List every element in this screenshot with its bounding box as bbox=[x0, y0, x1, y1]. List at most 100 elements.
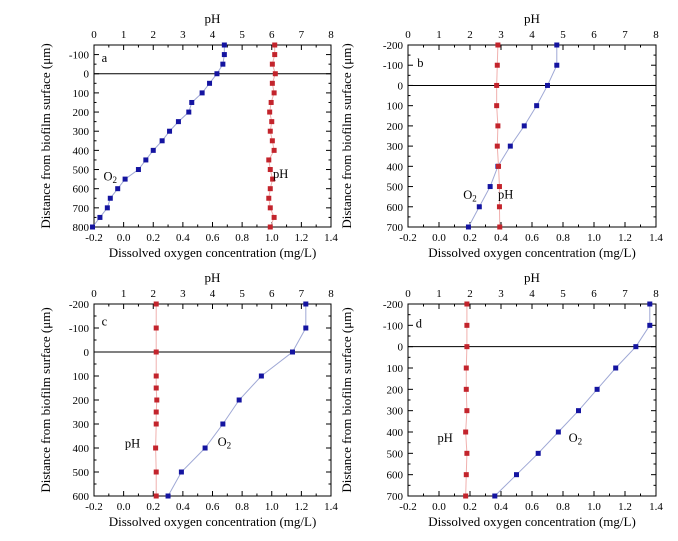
y-axis-title: Distance from biofilm surface (μm) bbox=[339, 307, 354, 492]
series-marker bbox=[267, 109, 273, 115]
y-axis-tick-label: -200 bbox=[383, 299, 404, 311]
series-marker bbox=[463, 386, 469, 392]
ph-series bbox=[266, 42, 278, 230]
y-axis-tick-label: 200 bbox=[73, 107, 90, 119]
o2-axis-tick-label: -0.2 bbox=[85, 501, 102, 513]
panel-d-chart: 0 1 2 3 4 5 6 7 8 -0.2 0.0 0.2 0.4 0.6 0.8 1.0 1.2 1.4 -20… bbox=[339, 270, 663, 529]
o2-axis-tick-label: 0.0 bbox=[117, 232, 131, 244]
o2-axis-title: Dissolved oxygen concentration (mg/L) bbox=[428, 514, 636, 529]
o2-axis-tick-label: 1.0 bbox=[587, 232, 601, 244]
o2-axis-tick-label: 1.2 bbox=[295, 232, 309, 244]
o2-series bbox=[90, 42, 227, 230]
ph-axis-tick-label: 0 bbox=[405, 288, 411, 300]
series-marker bbox=[214, 71, 220, 77]
series-marker bbox=[189, 99, 195, 105]
series-marker bbox=[266, 195, 272, 201]
plot-box bbox=[93, 44, 332, 228]
y-axis-tick-label: 500 bbox=[73, 467, 90, 479]
y-axis-tick-label: 0 bbox=[84, 69, 90, 81]
y-axis-tick-label: 300 bbox=[73, 419, 90, 431]
o2-axis-tick-label: -0.2 bbox=[399, 232, 416, 244]
y-axis-tick-label: -100 bbox=[383, 60, 404, 72]
ph-axis-title: pH bbox=[524, 270, 540, 285]
series-marker bbox=[135, 167, 141, 173]
series-marker bbox=[594, 386, 600, 392]
series-marker bbox=[303, 325, 309, 331]
ph-axis-tick-label: 1 bbox=[436, 288, 442, 300]
o2-axis-tick-label: -0.2 bbox=[399, 501, 416, 513]
series-line bbox=[496, 44, 501, 228]
plot-box bbox=[407, 44, 657, 228]
ph-series-label: pH bbox=[498, 187, 513, 201]
series-marker bbox=[545, 82, 550, 88]
axis-ticks bbox=[407, 44, 657, 228]
o2-axis-tick-label: 0.4 bbox=[176, 501, 190, 513]
ph-axis-tick-label: 5 bbox=[560, 288, 566, 300]
ph-axis-title: pH bbox=[205, 11, 221, 26]
y-axis-tick-label: 500 bbox=[387, 182, 404, 194]
series-marker bbox=[463, 493, 469, 499]
series-marker bbox=[494, 143, 500, 149]
o2-axis-tick-label: 0.8 bbox=[235, 232, 249, 244]
y-axis-tick-label: 800 bbox=[73, 222, 90, 234]
o2-axis-tick-label: 0.8 bbox=[235, 501, 249, 513]
ph-axis-tick-label: 2 bbox=[151, 288, 157, 300]
ph-axis-tick-label: 5 bbox=[239, 29, 245, 41]
panel-a-chart: 0 1 2 3 4 5 6 7 8 -0.2 0.0 0.2 0.4 0.6 0.8 1.0 1.2 1.4 -10… bbox=[38, 11, 338, 260]
ph-series-label: pH bbox=[125, 437, 140, 451]
y-axis-tick-label: 500 bbox=[73, 165, 90, 177]
series-marker bbox=[97, 214, 103, 220]
series-marker bbox=[186, 109, 192, 115]
series-marker bbox=[143, 157, 149, 163]
o2-axis-tick-label: 1.0 bbox=[265, 232, 279, 244]
o2-axis-tick-label: 1.2 bbox=[618, 501, 632, 513]
y-axis-tick-label: 100 bbox=[73, 371, 90, 383]
series-marker bbox=[178, 469, 184, 475]
series-marker bbox=[555, 429, 561, 435]
y-axis-tick-label: 0 bbox=[398, 80, 404, 92]
series-marker bbox=[202, 445, 208, 451]
series-marker bbox=[514, 472, 519, 478]
ph-axis-tick-label: 4 bbox=[210, 288, 216, 300]
series-marker bbox=[497, 224, 503, 230]
series-line bbox=[468, 45, 558, 228]
series-marker bbox=[494, 62, 500, 68]
y-axis-tick-label: -100 bbox=[69, 323, 90, 335]
series-marker bbox=[647, 322, 653, 328]
series-marker bbox=[115, 186, 121, 192]
o2-axis-tick-label: 0.6 bbox=[206, 501, 220, 513]
y-axis-tick-label: -200 bbox=[69, 299, 90, 311]
panel-c-chart: 0 1 2 3 4 5 6 7 8 -0.2 0.0 0.2 0.4 0.6 0.8 1.0 1.2 1.4 -20… bbox=[38, 270, 339, 529]
series-marker bbox=[153, 493, 159, 499]
y-axis-tick-label: 600 bbox=[73, 491, 90, 503]
y-axis-tick-label: 400 bbox=[387, 427, 404, 439]
ph-axis-tick-label: 7 bbox=[299, 288, 305, 300]
o2-axis-tick-label: 0.4 bbox=[494, 232, 508, 244]
series-marker bbox=[271, 147, 277, 153]
series-marker bbox=[165, 493, 171, 499]
series-marker bbox=[495, 123, 501, 129]
o2-axis-tick-label: 0.6 bbox=[525, 501, 539, 513]
axis-tick-labels: 0 1 2 3 4 5 6 7 8 -0.2 0.0 0.2 0.4 0.6 0.8 1.0 1.2 1.4 -20… bbox=[69, 288, 339, 513]
o2-axis-title: Dissolved oxygen concentration (mg/L) bbox=[109, 245, 317, 260]
y-axis-tick-label: 300 bbox=[387, 141, 404, 153]
plot-box bbox=[407, 303, 657, 497]
ph-axis-tick-label: 2 bbox=[467, 29, 473, 41]
ph-series bbox=[463, 301, 470, 499]
y-axis-tick-label: 200 bbox=[387, 121, 404, 133]
y-axis-tick-label: 100 bbox=[73, 88, 90, 100]
series-marker bbox=[268, 99, 274, 105]
series-marker bbox=[271, 90, 277, 96]
ph-axis-tick-label: 6 bbox=[591, 29, 597, 41]
series-marker bbox=[496, 204, 502, 210]
o2-axis-tick-label: 1.0 bbox=[265, 501, 279, 513]
ph-axis-tick-label: 0 bbox=[405, 29, 411, 41]
series-marker bbox=[464, 344, 470, 350]
ph-axis-title: pH bbox=[524, 11, 540, 26]
o2-axis-tick-label: 1.4 bbox=[649, 501, 663, 513]
axis-tick-labels: 0 1 2 3 4 5 6 7 8 -0.2 0.0 0.2 0.4 0.6 0.8 1.0 1.2 1.4 -20… bbox=[383, 29, 664, 244]
series-line bbox=[494, 304, 651, 497]
ph-axis-tick-label: 1 bbox=[121, 29, 127, 41]
series-marker bbox=[270, 176, 276, 182]
series-marker bbox=[554, 42, 560, 48]
